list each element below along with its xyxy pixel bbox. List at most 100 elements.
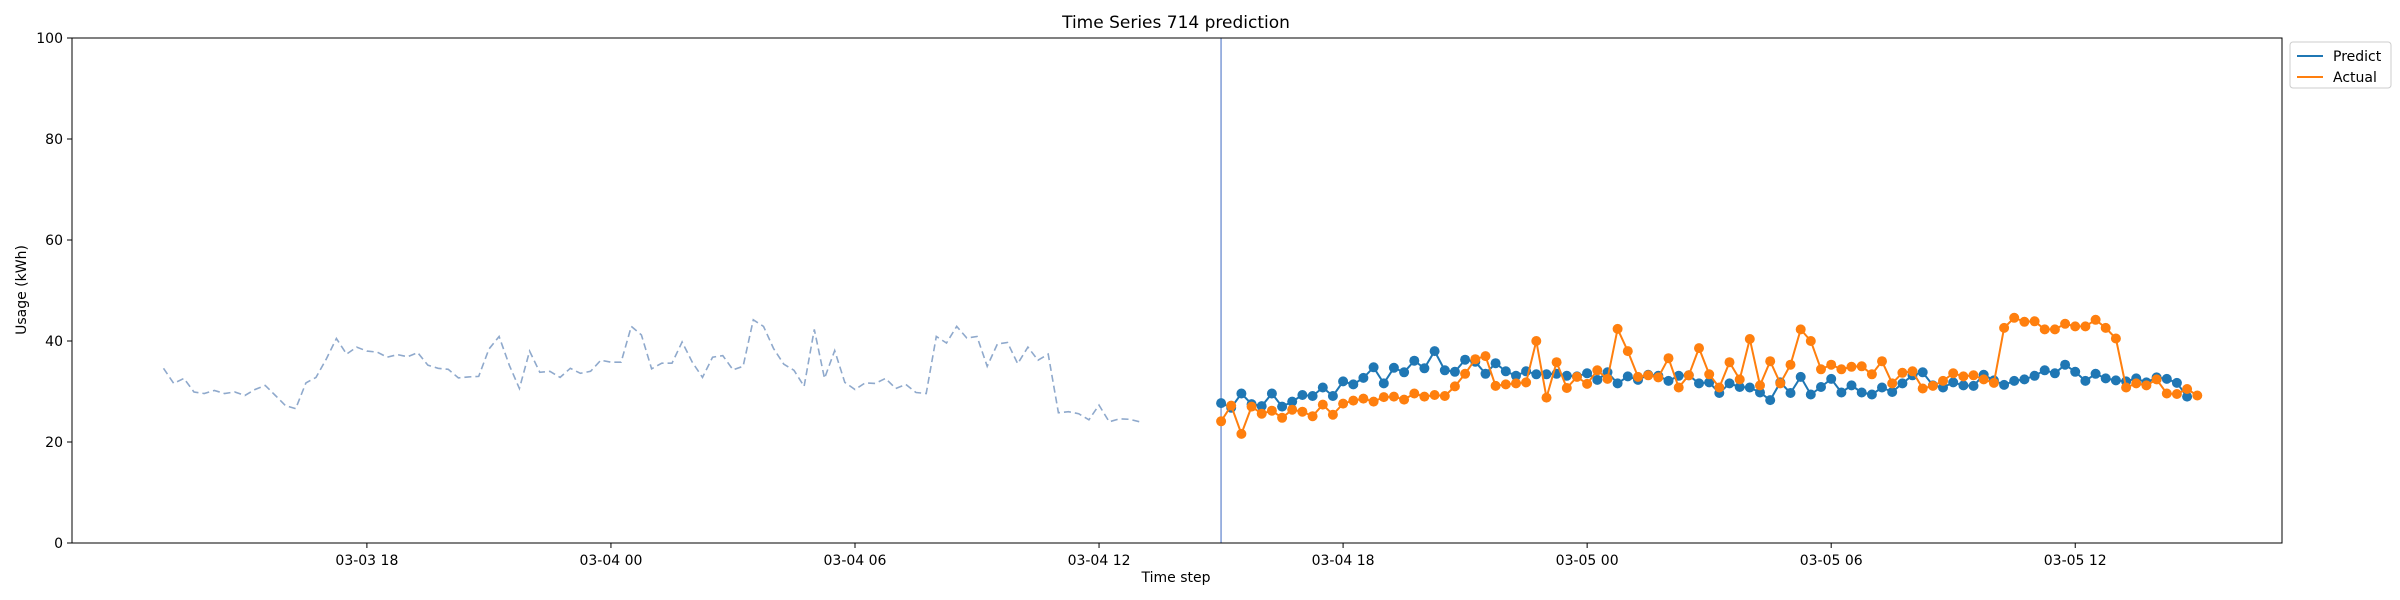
data-point-actual: [1744, 334, 1755, 344]
data-point-actual: [1785, 359, 1796, 370]
data-point-actual: [1846, 361, 1857, 372]
data-point-actual: [1978, 374, 1989, 385]
data-point-predict: [1480, 368, 1491, 379]
data-point-actual: [1907, 366, 1918, 377]
data-point-actual: [1795, 324, 1806, 335]
data-point-actual: [1307, 411, 1318, 422]
data-point-actual: [2080, 321, 2091, 332]
data-point-predict: [2039, 365, 2050, 376]
data-point-predict: [1744, 382, 1755, 393]
data-point-actual: [1297, 406, 1308, 417]
history-line: [162, 318, 1140, 423]
data-point-actual: [1236, 428, 1247, 439]
data-point-actual: [1988, 377, 1999, 388]
data-point-actual: [1480, 351, 1491, 362]
data-point-predict: [1277, 401, 1288, 412]
data-point-predict: [2110, 375, 2121, 386]
data-point-actual: [1388, 391, 1399, 402]
data-point-predict: [1704, 377, 1715, 388]
data-point-actual: [1338, 398, 1349, 409]
x-tick-label: 03-03 18: [335, 553, 398, 569]
data-point-actual: [1927, 380, 1938, 391]
data-point-predict: [2070, 366, 2081, 377]
data-point-actual: [1490, 380, 1501, 391]
data-point-actual: [1287, 404, 1298, 415]
data-point-predict: [1968, 380, 1979, 391]
data-point-actual: [1938, 375, 1948, 386]
y-tick-label: 0: [54, 536, 63, 552]
data-point-predict: [1612, 378, 1623, 389]
data-point-actual: [1724, 357, 1735, 368]
data-point-predict: [1460, 354, 1471, 365]
data-point-predict: [1805, 389, 1816, 400]
chart-title: Time Series 714 prediction: [1061, 13, 1290, 33]
y-tick-label: 60: [45, 233, 63, 249]
data-point-predict: [1592, 374, 1603, 385]
data-point-actual: [1653, 372, 1664, 383]
data-point-actual: [2009, 312, 2020, 323]
data-point-predict: [1439, 365, 1450, 376]
legend-label-predict: Predict: [2333, 49, 2382, 65]
data-point-predict: [2060, 359, 2071, 370]
data-point-predict: [1500, 366, 1511, 377]
data-point-actual: [1694, 343, 1704, 354]
data-point-predict: [1338, 376, 1349, 387]
data-point-predict: [1724, 378, 1735, 389]
data-point-predict: [1388, 362, 1399, 373]
data-point-actual: [1765, 356, 1776, 367]
data-point-actual: [2110, 333, 2121, 344]
data-point-predict: [1378, 378, 1389, 389]
data-point-predict: [1317, 382, 1328, 393]
x-tick-label: 03-04 12: [1068, 553, 1131, 569]
data-point-predict: [1266, 388, 1277, 399]
data-point-actual: [1866, 369, 1877, 380]
legend: Predict Actual: [2289, 41, 2392, 89]
data-point-predict: [1256, 401, 1267, 412]
data-point-actual: [1999, 322, 2010, 333]
data-point-predict: [1856, 387, 1867, 398]
data-point-predict: [1622, 371, 1633, 382]
data-point-actual: [1775, 378, 1786, 389]
x-tick-label: 03-04 18: [1312, 553, 1375, 569]
data-point-predict: [1490, 358, 1501, 369]
data-point-predict: [1511, 370, 1521, 381]
data-point-predict: [1297, 390, 1308, 400]
y-tick-label: 20: [45, 435, 63, 451]
data-point-actual: [1216, 416, 1227, 427]
data-point-predict: [1866, 389, 1877, 400]
data-point-predict: [1368, 362, 1379, 373]
data-point-actual: [1409, 388, 1420, 399]
data-point-actual: [1317, 399, 1328, 410]
data-point-predict: [1429, 346, 1440, 357]
data-point-actual: [1368, 396, 1379, 407]
data-point-actual: [1399, 394, 1410, 405]
data-point-predict: [1836, 387, 1847, 398]
data-point-actual: [1500, 379, 1511, 390]
x-tick-label: 03-04 06: [824, 553, 887, 569]
data-point-predict: [2049, 368, 2060, 379]
data-point-predict: [1958, 380, 1969, 391]
data-point-predict: [1795, 371, 1806, 382]
data-point-actual: [1460, 368, 1471, 379]
y-axis: 0 20 40 60 80 100: [36, 31, 72, 552]
data-point-actual: [2029, 316, 2040, 327]
data-point-actual: [1266, 405, 1277, 416]
data-point-actual: [1511, 378, 1521, 389]
data-point-predict: [1826, 373, 1837, 384]
data-point-predict: [1287, 396, 1298, 407]
data-point-actual: [1856, 361, 1867, 372]
data-point-actual: [2039, 324, 2050, 335]
data-point-actual: [1561, 383, 1572, 393]
data-point-actual: [2161, 388, 2172, 399]
y-axis-label: Usage (kWh): [14, 245, 30, 335]
data-point-predict: [1561, 370, 1572, 381]
data-point-predict: [2161, 373, 2172, 384]
data-point-predict: [2029, 370, 2040, 381]
data-point-predict: [1541, 369, 1552, 380]
data-point-predict: [1785, 388, 1796, 398]
data-point-actual: [1663, 353, 1674, 364]
data-point-actual: [1358, 393, 1369, 404]
data-point-predict: [1917, 367, 1928, 378]
data-point-actual: [2100, 322, 2111, 333]
